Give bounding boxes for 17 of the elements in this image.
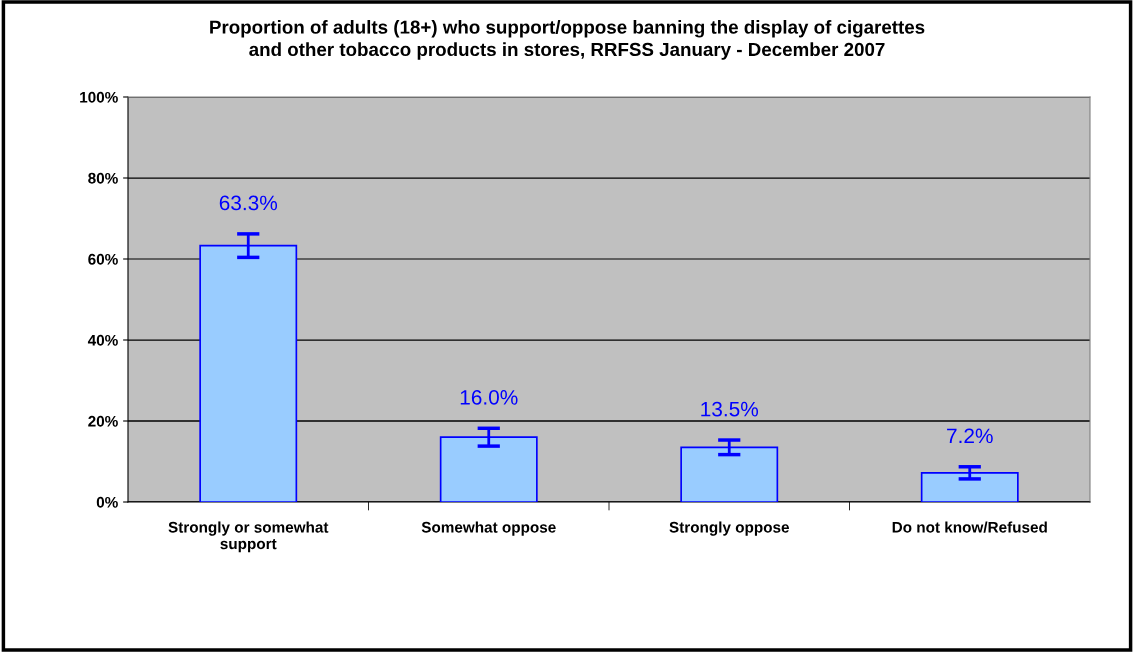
y-tick-label: 40% xyxy=(87,334,118,346)
bar xyxy=(680,446,779,502)
y-tick-label: 20% xyxy=(88,415,118,427)
y-tick-label: 80% xyxy=(88,172,118,184)
data-label: 13.5% xyxy=(701,401,759,417)
data-label: 16.0% xyxy=(460,389,518,405)
x-tick-label: Somewhat oppose xyxy=(421,521,556,536)
y-tick-label: 100% xyxy=(80,91,118,103)
y-tick-label: 60% xyxy=(88,253,118,265)
y-tick-label: 0% xyxy=(96,496,118,508)
x-tick-label: Strongly or somewhat support xyxy=(168,521,329,553)
bar xyxy=(920,472,1019,502)
x-tick-label: Do not know/Refused xyxy=(892,521,1047,533)
chart-title: Proportion of adults (18+) who support/oppose banning the display of cigarettes and other tobacco products in stores, RRFSS January - December 2007 xyxy=(210,20,925,60)
data-label: 63.3% xyxy=(219,195,278,211)
x-tick-label: Strongly oppose xyxy=(669,521,789,536)
data-label: 7.2% xyxy=(947,428,993,444)
